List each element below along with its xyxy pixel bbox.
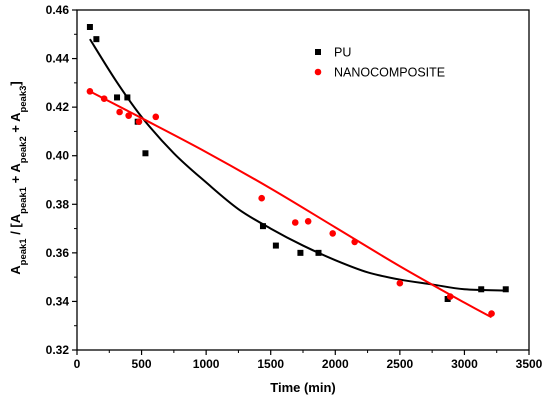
pu-data-point — [315, 249, 322, 256]
fit-lines — [89, 38, 506, 319]
y-tick-label: 0.36 — [46, 246, 70, 260]
y-axis-title: Apeak1 / [Apeak1 + Apeak2 + Apeak3] — [8, 81, 29, 275]
nanocomposite-data-point — [86, 88, 94, 95]
nanocomposite-data-point — [152, 113, 160, 121]
x-tick-label: 2000 — [322, 357, 349, 371]
plot-frame — [76, 9, 530, 351]
nanocomposite-data-point — [258, 194, 265, 202]
ticks — [72, 9, 530, 355]
y-tick-label: 0.38 — [46, 197, 70, 211]
pu-data-point — [86, 24, 93, 30]
y-tick-label: 0.44 — [46, 52, 70, 66]
legend-label: PU — [334, 46, 351, 60]
x-tick-label: 3500 — [516, 357, 543, 371]
pu-data-point — [114, 94, 121, 101]
x-tick-label: 3000 — [451, 357, 478, 371]
legend-marker — [315, 49, 321, 55]
nanocomposite-data-point — [488, 310, 495, 317]
legend-label: NANOCOMPOSITE — [334, 66, 445, 80]
markers — [86, 24, 509, 317]
pu-data-point — [93, 36, 100, 43]
nanocomposite-data-point — [116, 108, 123, 116]
nanocomposite-data-point — [135, 118, 143, 126]
pu-data-point — [444, 296, 451, 302]
nanocomposite-data-point — [351, 238, 358, 246]
legend-marker — [314, 68, 322, 76]
y-tick-label: 0.34 — [46, 294, 70, 308]
x-tick-label: 1500 — [257, 357, 284, 371]
nanocomposite-data-point — [446, 293, 454, 300]
pu-data-point — [259, 223, 266, 230]
pu-data-point — [124, 94, 131, 101]
x-tick-label: 1000 — [193, 357, 220, 371]
nanocomposite-data-point — [396, 279, 404, 287]
y-tick-label: 0.40 — [46, 149, 70, 163]
plot-area — [76, 9, 530, 351]
nanocomposite-data-point — [329, 230, 337, 237]
tick-labels: 0 500 1000 1500 2000 2500 3000 3500 0.32 0.34 0.36… — [46, 3, 543, 371]
pu-data-point — [502, 286, 509, 293]
nanocomposite-data-point — [291, 219, 299, 226]
nanocomposite-data-point — [304, 217, 312, 225]
x-tick-label: 0 — [74, 357, 81, 371]
pu-data-point — [272, 242, 279, 249]
x-tick-label: 2500 — [387, 357, 414, 371]
nanocomposite-data-point — [125, 112, 132, 119]
pu-data-point — [142, 150, 149, 157]
y-tick-label: 0.32 — [46, 343, 70, 357]
legend: PU NANOCOMPOSITE — [314, 46, 445, 80]
pu-data-point — [478, 286, 485, 293]
x-tick-label: 500 — [132, 357, 152, 371]
nanocomposite-data-point — [100, 95, 108, 102]
y-tick-label: 0.46 — [46, 3, 70, 17]
y-tick-label: 0.42 — [46, 100, 70, 114]
pu-data-point — [297, 249, 304, 256]
nanocomposite-fit-line — [89, 90, 493, 319]
x-axis-title: Time (min) — [270, 380, 336, 395]
